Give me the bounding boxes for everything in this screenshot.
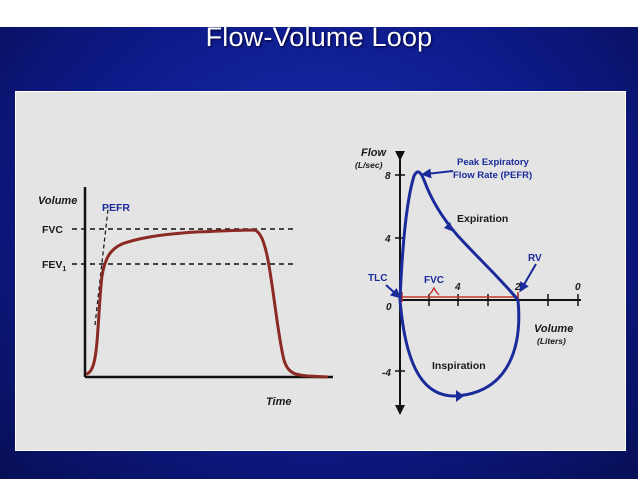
pefr-pointer xyxy=(421,168,454,179)
pefr-left-label: PEFR xyxy=(102,202,130,214)
ytick-label-m4: -4 xyxy=(382,368,391,379)
pefr-label-line2: Flow Rate (PEFR) xyxy=(453,170,532,181)
volume-time-chart: Volume FVC FEV1 PEFR Time xyxy=(38,187,333,408)
volume-time-curve xyxy=(85,228,329,379)
slide-title: Flow-Volume Loop xyxy=(205,22,433,52)
expiration-label: Expiration xyxy=(457,213,508,225)
xtick-label-0: 0 xyxy=(575,282,581,293)
tlc-pointer xyxy=(385,284,401,299)
volume-xlabel: Volume xyxy=(534,323,573,335)
left-ylabel: Volume xyxy=(38,195,77,207)
inspiration-label: Inspiration xyxy=(432,360,486,372)
ytick-label-4: 4 xyxy=(384,234,391,245)
fvc-brace xyxy=(428,286,440,296)
xtick-label-4: 4 xyxy=(454,282,461,293)
rv-label: RV xyxy=(528,253,542,264)
fev1-label: FEV1 xyxy=(42,259,66,273)
fvc-loop-label: FVC xyxy=(424,275,444,286)
inspiration-curve xyxy=(398,299,521,398)
xtick-label-2: 2 xyxy=(514,282,521,293)
fvc-label: FVC xyxy=(42,224,63,236)
flow-ylabel: Flow xyxy=(361,147,387,159)
diagram-svg: Volume FVC FEV1 PEFR Time xyxy=(38,147,581,415)
rv-pointer xyxy=(519,263,537,293)
left-xlabel: Time xyxy=(266,396,291,408)
diagram-panel: Volume FVC FEV1 PEFR Time xyxy=(15,91,626,451)
inspiration-arrow xyxy=(456,390,464,402)
volume-xunit: (Liters) xyxy=(537,336,566,346)
pefr-dashed-line xyxy=(94,208,109,326)
expiration-arrow xyxy=(444,222,454,232)
flow-volume-chart: Flow (L/sec) 8 4 0 -4 4 2 0 Peak Expirat… xyxy=(355,147,581,415)
ytick-label-8: 8 xyxy=(385,171,391,182)
flow-yunit: (L/sec) xyxy=(355,160,383,170)
expiration-curve xyxy=(398,170,520,301)
ytick-label-0: 0 xyxy=(386,302,392,313)
pefr-label-line1: Peak Expiratory xyxy=(457,157,530,168)
tlc-label: TLC xyxy=(368,273,387,284)
